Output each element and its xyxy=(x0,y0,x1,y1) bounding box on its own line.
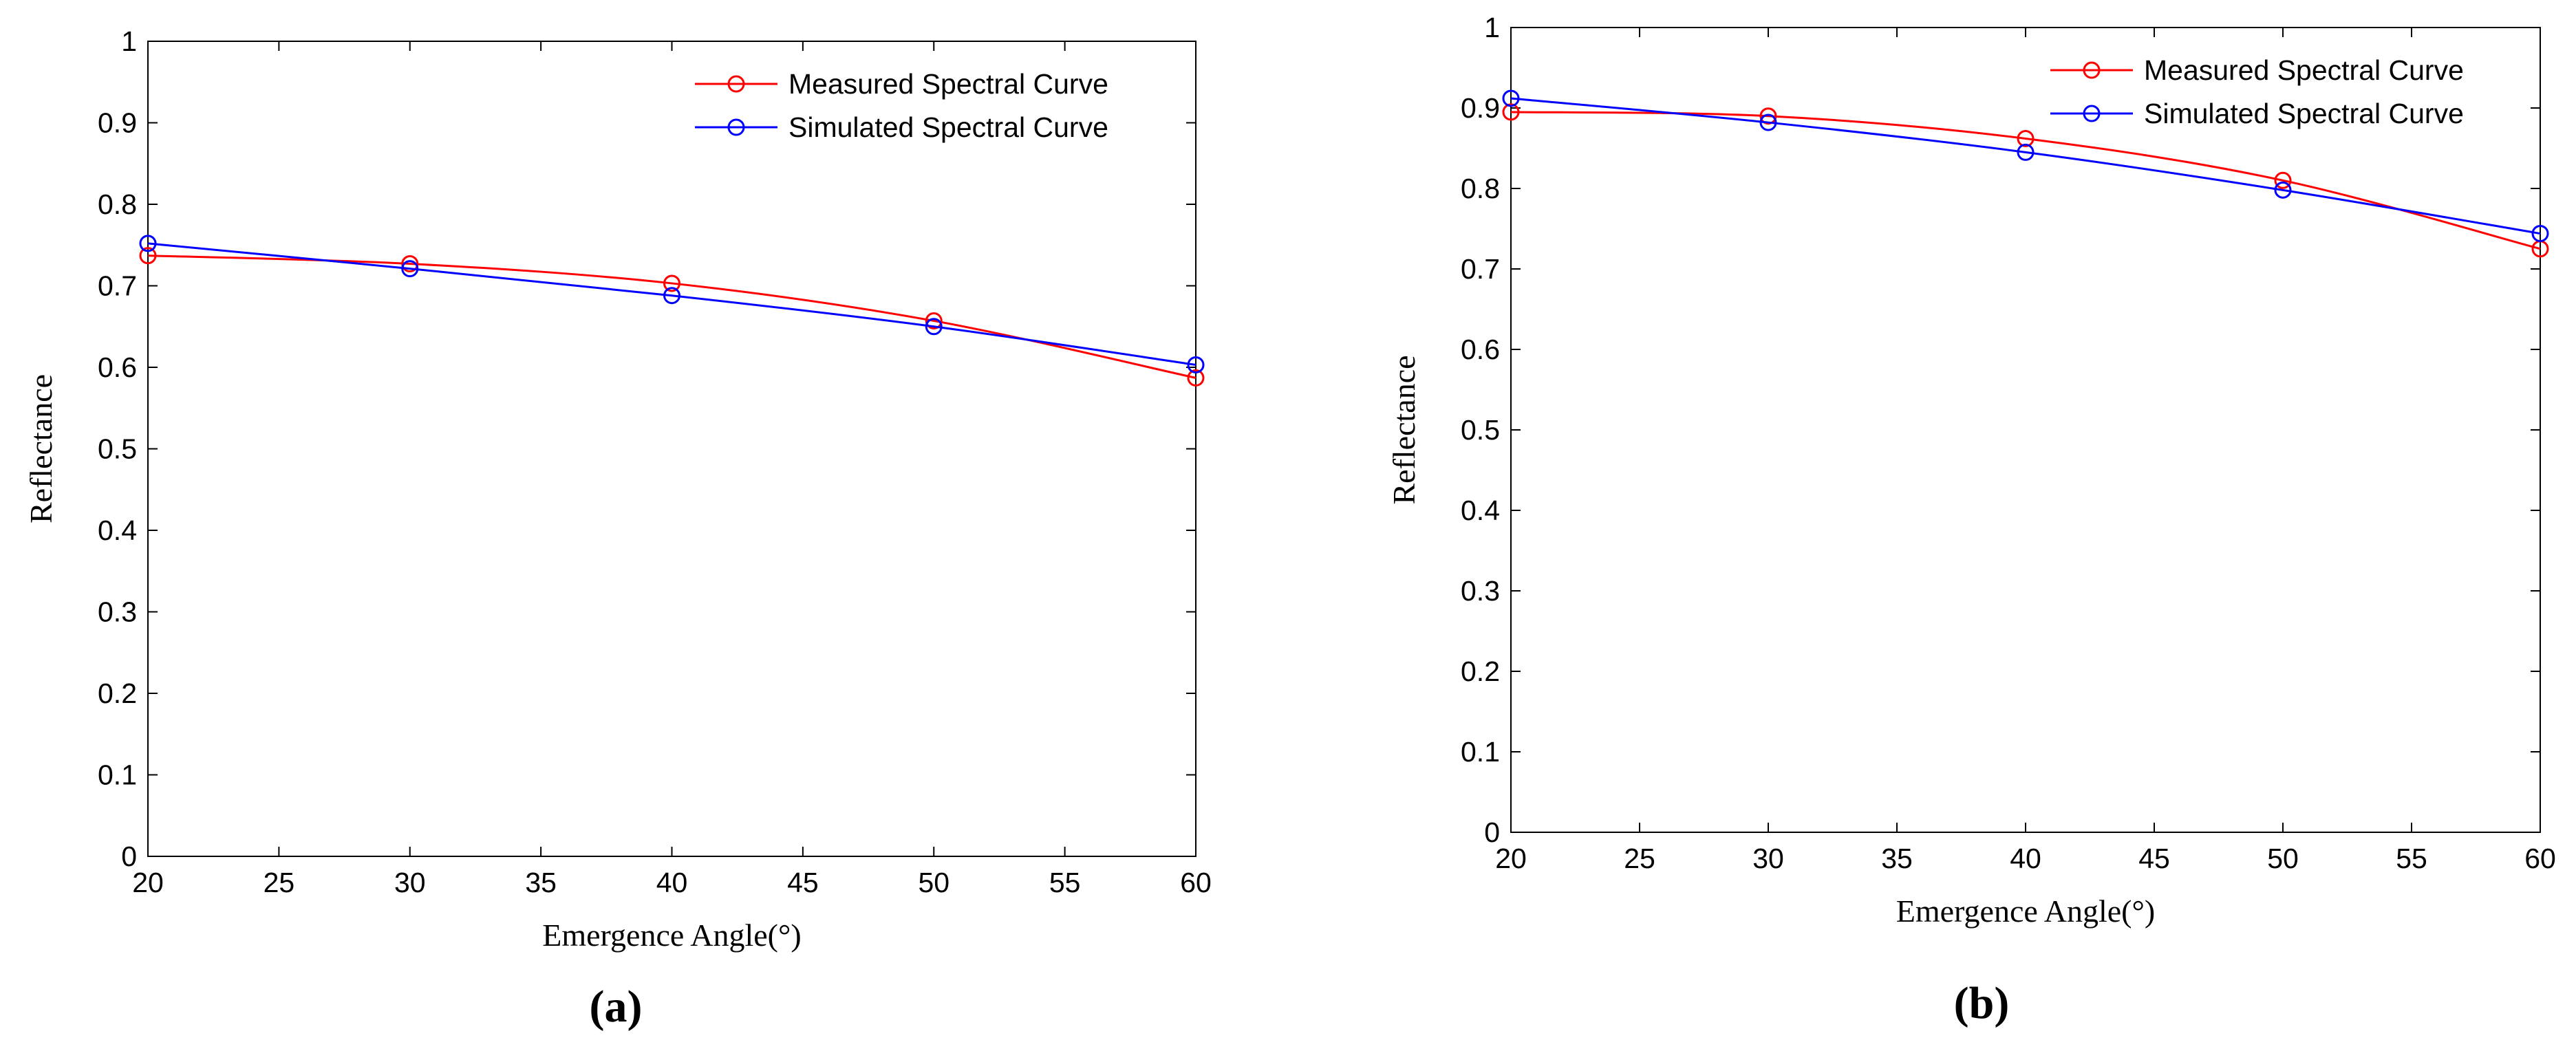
legend-entry: Simulated Spectral Curve xyxy=(788,111,1108,143)
x-tick-label: 35 xyxy=(525,867,557,898)
y-tick-label: 0.9 xyxy=(1461,92,1500,124)
legend-swatch-marker xyxy=(727,75,745,93)
x-tick-label: 60 xyxy=(2524,843,2556,874)
x-tick-label: 20 xyxy=(1495,843,1527,874)
data-point xyxy=(1502,89,1520,107)
legend: Measured Spectral Curve Simulated Spectra… xyxy=(2050,54,2464,129)
data-point xyxy=(1187,369,1205,387)
x-tick-label: 45 xyxy=(2138,843,2170,874)
y-axis-label: Reflectance xyxy=(1386,355,1421,504)
y-tick-label: 0.7 xyxy=(98,270,137,302)
x-axis-label: Emergence Angle(°) xyxy=(542,918,801,953)
y-tick-label: 0.1 xyxy=(1461,736,1500,768)
series-line xyxy=(147,242,1196,366)
x-tick-label: 55 xyxy=(2396,843,2427,874)
legend-swatch-marker xyxy=(727,118,745,136)
data-point xyxy=(2274,171,2292,189)
data-point xyxy=(925,312,943,329)
data-point xyxy=(401,255,419,273)
y-tick-label: 0.1 xyxy=(98,759,137,791)
data-point xyxy=(2017,129,2035,147)
series-simulated xyxy=(139,235,1205,373)
data-point xyxy=(2274,181,2292,199)
y-tick-label: 0.7 xyxy=(1461,253,1500,285)
y-tick-label: 0.4 xyxy=(98,514,137,546)
y-tick-label: 1 xyxy=(1484,12,1500,43)
x-tick-label: 50 xyxy=(2267,843,2299,874)
chart-panel-b: 20 25 30 35 40 45 50 55 60 0 0.1 0.2 0.3 0.4 0.5 0.6 0.7… xyxy=(1386,12,2556,1028)
series-line xyxy=(1510,97,2541,235)
x-tick-label: 50 xyxy=(918,867,949,898)
y-tick-label: 0.3 xyxy=(98,596,137,628)
data-point xyxy=(139,235,157,252)
data-point xyxy=(401,260,419,278)
plot-area xyxy=(1510,27,2541,833)
data-point xyxy=(2017,143,2035,161)
x-axis-label: Emergence Angle(°) xyxy=(1896,893,2155,929)
y-tick-label: 0.5 xyxy=(98,433,137,465)
x-tick-label: 25 xyxy=(1624,843,1655,874)
legend-entry: Measured Spectral Curve xyxy=(788,68,1108,100)
y-tick-label: 0.8 xyxy=(98,188,137,220)
legend-swatch-marker xyxy=(2083,61,2101,79)
x-tick-label: 25 xyxy=(264,867,295,898)
y-tick-label: 0 xyxy=(121,841,137,872)
x-tick-label: 45 xyxy=(787,867,819,898)
legend-swatch-marker xyxy=(2083,105,2101,122)
legend: Measured Spectral Curve Simulated Spectra… xyxy=(695,68,1108,143)
x-tick-label: 55 xyxy=(1049,867,1081,898)
x-tick-label: 30 xyxy=(1752,843,1784,874)
panel-caption: (b) xyxy=(1954,978,2010,1028)
legend-entry: Measured Spectral Curve xyxy=(2144,54,2464,86)
chart-panel-a: 20 25 30 35 40 45 50 55 60 0 0.1 0.2 0.3 0.4 0.5 0.6 0.7… xyxy=(23,25,1212,1032)
data-point xyxy=(139,247,157,265)
y-tick-label: 0.9 xyxy=(98,107,137,139)
y-tick-label: 1 xyxy=(121,25,137,57)
plot-area xyxy=(147,41,1196,857)
data-point xyxy=(925,318,943,336)
series-simulated xyxy=(1502,89,2549,243)
x-tick-label: 30 xyxy=(394,867,426,898)
y-tick-label: 0.2 xyxy=(98,678,137,709)
data-point xyxy=(1502,103,1520,121)
data-point xyxy=(1759,113,1777,131)
data-point xyxy=(1759,107,1777,125)
data-point xyxy=(1187,356,1205,373)
x-tick-label: 60 xyxy=(1180,867,1212,898)
y-tick-label: 0.4 xyxy=(1461,495,1500,526)
x-tick-label: 40 xyxy=(656,867,688,898)
y-tick-label: 0.3 xyxy=(1461,575,1500,607)
y-axis-label: Reflectance xyxy=(23,374,58,523)
y-tick-label: 0.5 xyxy=(1461,414,1500,446)
y-tick-label: 0.6 xyxy=(1461,334,1500,365)
panel-caption: (a) xyxy=(590,982,643,1032)
legend-entry: Simulated Spectral Curve xyxy=(2144,98,2464,129)
y-tick-label: 0 xyxy=(1484,816,1500,848)
x-tick-label: 35 xyxy=(1881,843,1913,874)
data-point xyxy=(663,287,680,305)
x-tick-label: 40 xyxy=(2010,843,2041,874)
data-point xyxy=(2531,225,2549,243)
data-point xyxy=(663,274,680,292)
y-tick-label: 0.2 xyxy=(1461,655,1500,687)
y-tick-label: 0.6 xyxy=(98,351,137,383)
x-tick-label: 20 xyxy=(132,867,164,898)
y-tick-label: 0.8 xyxy=(1461,173,1500,204)
